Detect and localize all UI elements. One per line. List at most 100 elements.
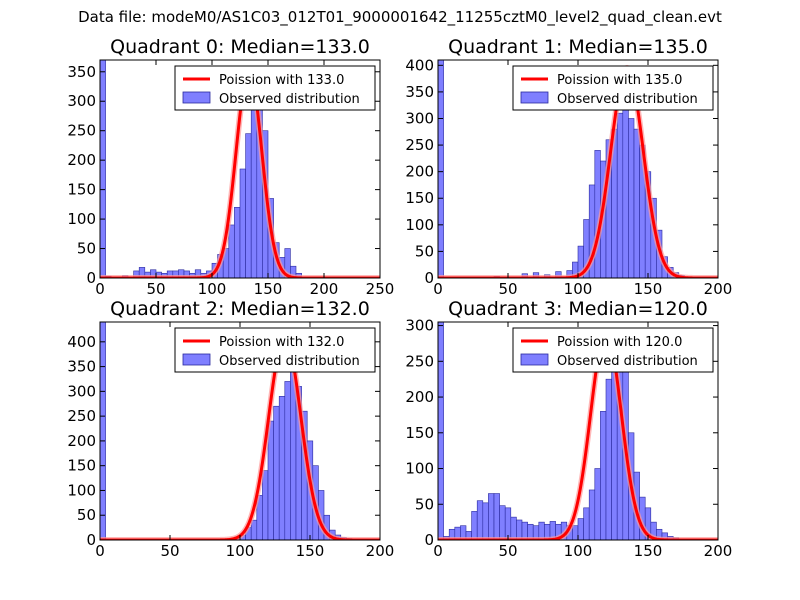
y-tick-label: 250 bbox=[67, 407, 96, 425]
x-tick-label: 50 bbox=[146, 280, 165, 298]
x-tick-label: 150 bbox=[634, 542, 663, 560]
histogram-bar bbox=[471, 511, 478, 540]
histogram-bar bbox=[616, 112, 624, 278]
legend-label-poisson: Poission with 120.0 bbox=[557, 335, 682, 350]
y-tick-label: 400 bbox=[405, 56, 434, 74]
histogram-bar bbox=[572, 525, 579, 540]
histogram-bar bbox=[100, 322, 106, 540]
plot-area bbox=[100, 60, 380, 278]
y-tick-label: 200 bbox=[67, 432, 96, 450]
legend: Poission with 132.0 Observed distribution bbox=[174, 327, 376, 373]
x-tick-label: 200 bbox=[310, 280, 339, 298]
histogram-bar bbox=[278, 396, 286, 540]
x-tick-label: 100 bbox=[198, 280, 227, 298]
x-tick-label: 250 bbox=[366, 280, 395, 298]
histogram-bar bbox=[228, 224, 235, 278]
x-tick-label: 50 bbox=[498, 542, 517, 560]
x-tick-label: 200 bbox=[366, 542, 395, 560]
histogram-bar bbox=[510, 516, 517, 540]
histogram-bar bbox=[482, 502, 489, 540]
histogram-bar bbox=[605, 378, 612, 540]
legend-bar-swatch bbox=[182, 91, 211, 104]
histogram-bar bbox=[290, 371, 297, 540]
y-tick-label: 150 bbox=[405, 424, 434, 442]
legend-label-poisson: Poission with 132.0 bbox=[219, 335, 344, 350]
x-tick-label: 150 bbox=[296, 542, 325, 560]
histogram-bar bbox=[100, 60, 106, 278]
legend-label-observed: Observed distribution bbox=[219, 354, 360, 369]
x-tick-label: 200 bbox=[704, 280, 733, 298]
histogram-bar bbox=[262, 470, 269, 540]
histogram-bar bbox=[633, 128, 640, 278]
y-tick-label: 100 bbox=[67, 481, 96, 499]
y-tick-label: 100 bbox=[67, 210, 96, 228]
y-tick-label: 250 bbox=[405, 136, 434, 154]
legend-bar-swatch bbox=[520, 91, 549, 104]
x-tick-label: 150 bbox=[634, 280, 663, 298]
legend-bar-swatch bbox=[520, 353, 549, 366]
quadrant-2-panel: 0 50 100 150 200 0 50 100 150 200 250 300 350 400 Quad… bbox=[67, 298, 394, 560]
histogram-bar bbox=[600, 411, 607, 540]
histogram-bar bbox=[516, 519, 523, 540]
histogram-bar bbox=[234, 206, 241, 278]
x-tick-label: 50 bbox=[498, 280, 517, 298]
y-tick-label: 0 bbox=[86, 531, 96, 549]
legend: Poission with 135.0 Observed distribution bbox=[512, 65, 714, 111]
histogram-bar bbox=[588, 489, 596, 540]
histogram-bar bbox=[267, 420, 274, 540]
histogram-bar bbox=[284, 381, 291, 540]
y-tick-label: 350 bbox=[67, 63, 96, 81]
x-tick-label: 0 bbox=[433, 542, 443, 560]
x-tick-label: 0 bbox=[95, 542, 105, 560]
axes-frame bbox=[99, 59, 381, 279]
x-tick-label: 100 bbox=[564, 542, 593, 560]
histogram-bar bbox=[239, 168, 246, 278]
histogram-bar bbox=[583, 507, 590, 540]
histogram-bar bbox=[290, 265, 297, 278]
histogram-bar bbox=[577, 518, 584, 540]
histogram-bar bbox=[628, 118, 635, 278]
y-tick-label: 400 bbox=[67, 333, 96, 351]
y-tick-label: 200 bbox=[67, 151, 96, 169]
y-tick-label: 50 bbox=[77, 240, 96, 258]
y-tick-label: 300 bbox=[405, 109, 434, 127]
y-tick-label: 300 bbox=[67, 92, 96, 110]
panel-title: Quadrant 0: Median=133.0 bbox=[110, 36, 370, 58]
panel-title: Quadrant 1: Median=135.0 bbox=[448, 36, 708, 58]
y-tick-label: 350 bbox=[67, 358, 96, 376]
quadrant-3-panel: 0 50 100 150 200 0 50 100 150 200 250 300 Quadrant 3… bbox=[405, 298, 732, 560]
y-tick-label: 50 bbox=[415, 495, 434, 513]
legend-label-observed: Observed distribution bbox=[219, 92, 360, 107]
legend-label-poisson: Poission with 133.0 bbox=[219, 73, 344, 88]
poisson-curve bbox=[100, 68, 380, 278]
legend: Poission with 133.0 Observed distribution bbox=[174, 65, 376, 111]
y-tick-label: 150 bbox=[67, 457, 96, 475]
x-tick-label: 100 bbox=[226, 542, 255, 560]
figure-title: Data file: modeM0/AS1C03_012T01_90000016… bbox=[78, 8, 722, 26]
y-tick-label: 100 bbox=[405, 460, 434, 478]
histogram-bar bbox=[499, 505, 506, 540]
y-tick-label: 350 bbox=[405, 83, 434, 101]
x-tick-label: 50 bbox=[160, 542, 179, 560]
y-tick-label: 300 bbox=[405, 317, 434, 335]
panel-title: Quadrant 2: Median=132.0 bbox=[110, 298, 370, 320]
y-tick-label: 200 bbox=[405, 163, 434, 181]
quadrant-1-panel: 0 50 100 150 200 0 50 100 150 200 250 300 350 400 Quad… bbox=[405, 36, 732, 298]
legend-bar-swatch bbox=[182, 353, 211, 366]
histogram-bar bbox=[438, 60, 444, 278]
x-tick-label: 100 bbox=[564, 280, 593, 298]
y-tick-label: 250 bbox=[67, 122, 96, 140]
y-tick-label: 300 bbox=[67, 382, 96, 400]
y-tick-label: 150 bbox=[405, 189, 434, 207]
y-tick-label: 0 bbox=[86, 269, 96, 287]
x-tick-label: 150 bbox=[254, 280, 283, 298]
histogram-bar bbox=[488, 493, 495, 540]
legend-label-poisson: Poission with 135.0 bbox=[557, 73, 682, 88]
histogram-bar bbox=[273, 405, 280, 540]
y-tick-label: 200 bbox=[405, 388, 434, 406]
histogram-bar bbox=[245, 133, 252, 278]
x-tick-label: 200 bbox=[704, 542, 733, 560]
legend-label-observed: Observed distribution bbox=[557, 354, 698, 369]
y-tick-label: 0 bbox=[424, 531, 434, 549]
